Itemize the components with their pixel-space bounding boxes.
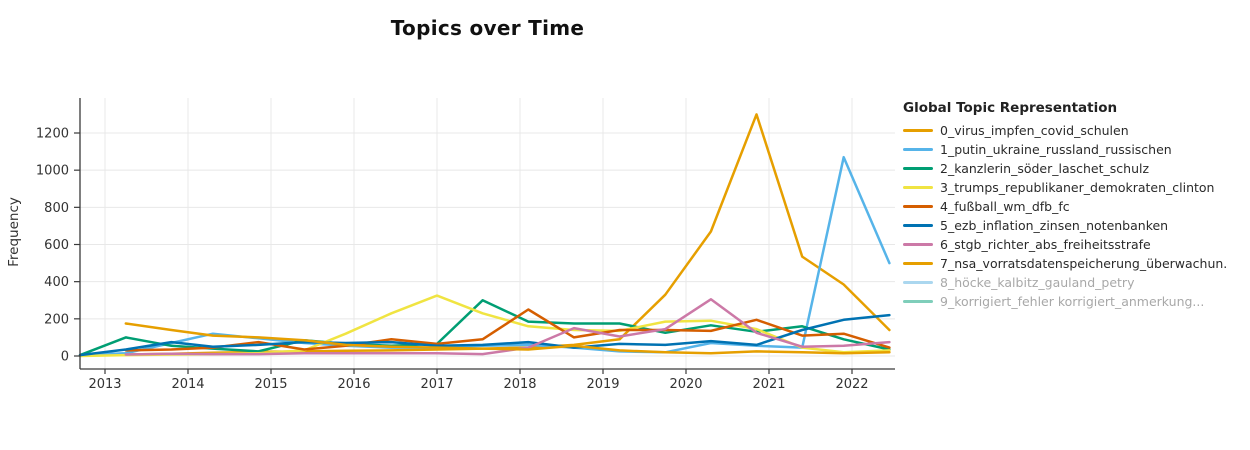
legend-item-9[interactable]: 9_korrigiert_fehler korrigiert_anmerkung…	[903, 292, 1227, 311]
x-tick-label: 2016	[337, 377, 370, 392]
legend-item-4[interactable]: 4_fußball_wm_dfb_fc	[903, 197, 1227, 216]
legend-swatch-0	[903, 129, 933, 132]
x-tick-label: 2022	[835, 377, 868, 392]
legend-item-0[interactable]: 0_virus_impfen_covid_schulen	[903, 121, 1227, 140]
legend-swatch-1	[903, 148, 933, 151]
legend-items: 0_virus_impfen_covid_schulen 1_putin_ukra…	[903, 121, 1227, 311]
series-line-1[interactable]	[78, 155, 891, 357]
legend-item-6[interactable]: 6_stgb_richter_abs_freiheitsstrafe	[903, 235, 1227, 254]
legend-label-5: 5_ezb_inflation_zinsen_notenbanken	[940, 218, 1169, 233]
legend-label-9: 9_korrigiert_fehler korrigiert_anmerkung…	[940, 294, 1205, 309]
legend-label-1: 1_putin_ukraine_russland_russischen	[940, 142, 1172, 157]
legend-swatch-2	[903, 167, 933, 170]
legend-swatch-5	[903, 224, 933, 227]
x-tick-label: 2013	[88, 377, 121, 392]
y-tick-label: 800	[44, 201, 69, 216]
series-line-6[interactable]	[124, 298, 891, 356]
y-tick-label: 1200	[36, 127, 69, 142]
legend-item-2[interactable]: 2_kanzlerin_söder_laschet_schulz	[903, 159, 1227, 178]
legend-item-1[interactable]: 1_putin_ukraine_russland_russischen	[903, 140, 1227, 159]
legend-label-0: 0_virus_impfen_covid_schulen	[940, 123, 1129, 138]
legend-swatch-4	[903, 205, 933, 208]
legend-title: Global Topic Representation	[903, 100, 1118, 116]
series-lines	[78, 113, 891, 358]
legend-label-6: 6_stgb_richter_abs_freiheitsstrafe	[940, 237, 1151, 252]
legend-swatch-9	[903, 300, 933, 303]
tick-labels: 0 200 400 600 800 1000 1200 2013 2014 2015 2016 201…	[36, 127, 869, 393]
gridlines	[80, 98, 895, 369]
y-tick-label: 600	[44, 238, 69, 253]
series-line-5[interactable]	[78, 313, 891, 357]
x-tick-label: 2015	[254, 377, 287, 392]
legend-item-7[interactable]: 7_nsa_vorratsdatenspeicherung_überwachun…	[903, 254, 1227, 273]
legend-item-8[interactable]: 8_höcke_kalbitz_gauland_petry	[903, 273, 1227, 292]
x-tick-label: 2017	[420, 377, 453, 392]
legend-label-2: 2_kanzlerin_söder_laschet_schulz	[940, 161, 1150, 176]
x-tick-label: 2018	[503, 377, 536, 392]
legend-label-7: 7_nsa_vorratsdatenspeicherung_überwachun…	[940, 256, 1228, 271]
x-tick-label: 2020	[669, 377, 702, 392]
series-line-7[interactable]	[124, 322, 891, 355]
series-line-4[interactable]	[124, 308, 891, 352]
legend-label-8: 8_höcke_kalbitz_gauland_petry	[940, 275, 1135, 290]
y-tick-label: 400	[44, 275, 69, 290]
x-tick-label: 2014	[171, 377, 204, 392]
legend-swatch-3	[903, 186, 933, 189]
axes	[74, 98, 895, 374]
x-tick-label: 2019	[586, 377, 619, 392]
legend-label-3: 3_trumps_republikaner_demokraten_clinton	[940, 180, 1215, 195]
legend-swatch-8	[903, 281, 933, 284]
legend-swatch-7	[903, 262, 933, 265]
y-tick-label: 1000	[36, 164, 69, 179]
legend-swatch-6	[903, 243, 933, 246]
y-tick-label: 200	[44, 312, 69, 327]
legend-label-4: 4_fußball_wm_dfb_fc	[940, 199, 1070, 214]
legend: Global Topic Representation 0_virus_impf…	[903, 100, 1227, 311]
chart-title: Topics over Time	[390, 16, 585, 40]
legend-item-5[interactable]: 5_ezb_inflation_zinsen_notenbanken	[903, 216, 1227, 235]
legend-item-3[interactable]: 3_trumps_republikaner_demokraten_clinton	[903, 178, 1227, 197]
x-tick-label: 2021	[752, 377, 785, 392]
y-tick-label: 0	[61, 350, 69, 365]
